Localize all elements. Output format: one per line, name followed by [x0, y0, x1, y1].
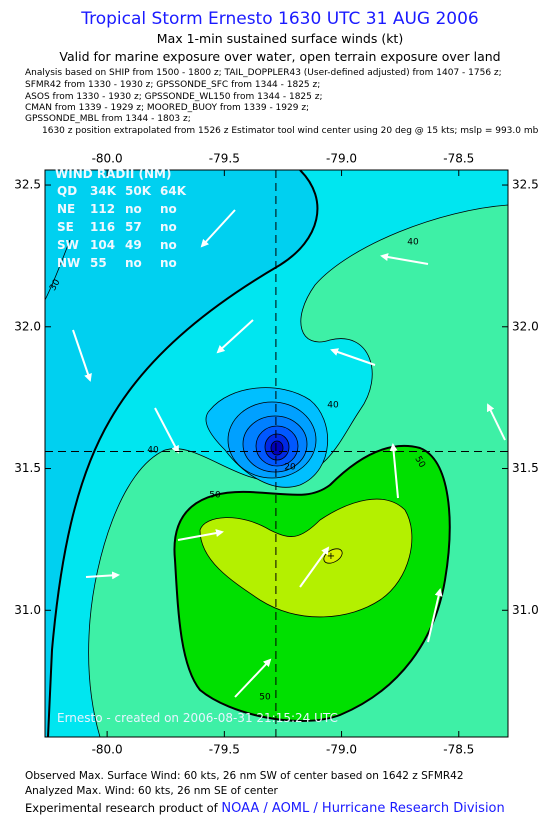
- field-above-55: [199, 498, 413, 618]
- subtitle: Max 1-min sustained surface winds (kt): [157, 31, 403, 46]
- radii-cell: 50K: [125, 184, 152, 198]
- validity: Valid for marine exposure over water, op…: [59, 49, 500, 64]
- radii-cell: 34K: [90, 184, 117, 198]
- y-tick-label: 32.5: [14, 178, 41, 192]
- y-tick-label: 31.0: [512, 603, 539, 617]
- radii-cell: 64K: [160, 184, 187, 198]
- contour-level: [270, 440, 284, 456]
- radii-cell: NE: [57, 202, 75, 216]
- axes: -80.0 -80.0 -79.5 -79.5 -79.0 -79.0 -78.5 -78.5…: [14, 152, 538, 757]
- analysis-line: SFMR42 from 1330 - 1930 z; GPSSONDE_SFC …: [25, 80, 320, 90]
- radii-cell: SW: [57, 238, 79, 252]
- x-tick-label: -79.0: [326, 743, 357, 757]
- field-below-30: [45, 170, 318, 737]
- watermark: Ernesto - created on 2006-08-31 21:15:24…: [57, 711, 338, 725]
- map: 30 40 40 40 50 50 50 20 + Ernesto - crea…: [45, 170, 508, 737]
- center-low: [205, 387, 329, 488]
- contour-label: 40: [147, 446, 159, 456]
- wind-arrow: [234, 658, 272, 698]
- radii-title: WIND RADII (NM): [55, 167, 171, 181]
- radii-cell: 116: [90, 220, 115, 234]
- radii-cell: 112: [90, 202, 115, 216]
- contour-label: 20: [284, 463, 296, 473]
- radii-cell: SE: [57, 220, 74, 234]
- wind-arrow: [427, 588, 443, 643]
- radii-cell: 55: [90, 256, 107, 270]
- wind-arrow: [72, 329, 92, 382]
- analysis-line: ASOS from 1330 - 1930 z; GPSSONDE_WL150 …: [25, 92, 323, 102]
- wind-vectors: [72, 209, 506, 698]
- analysis-line: 1630 z position extrapolated from 1526 z…: [42, 126, 539, 136]
- wind-arrow: [177, 529, 224, 541]
- wind-arrow: [85, 571, 120, 580]
- radii-cell: no: [125, 202, 142, 216]
- contour-30: [45, 239, 71, 301]
- analysis-line: GPSSONDE_MBL from 1344 - 1803 z;: [25, 114, 191, 124]
- x-tick-label: -79.5: [209, 743, 240, 757]
- wind-arrow: [389, 443, 399, 499]
- radii-cell: no: [160, 202, 177, 216]
- crosshair: [45, 170, 508, 737]
- x-tick-label: -79.0: [326, 152, 357, 166]
- wind-arrow: [216, 319, 254, 354]
- radii-cell: no: [160, 238, 177, 252]
- contour-label: 50: [259, 693, 271, 703]
- plot-frame: [44, 169, 509, 738]
- wind-arrow: [330, 348, 376, 366]
- analysis-line: CMAN from 1339 - 1929 z; MOORED_BUOY fro…: [25, 103, 309, 113]
- wind-arrow: [154, 407, 179, 454]
- wind-arrow: [200, 209, 236, 248]
- contour-34: [47, 170, 319, 737]
- wind-radii: WIND RADII (NM) QD 34K 50K 64K NE 112 no no SE 116…: [55, 167, 187, 270]
- contour-label: 40: [407, 238, 419, 248]
- observed-max: Observed Max. Surface Wind: 60 kts, 26 n…: [25, 770, 464, 782]
- wind-arrow: [380, 253, 429, 265]
- credit: Experimental research product of NOAA / …: [25, 801, 505, 815]
- radii-cell: 104: [90, 238, 115, 252]
- radii-cell: no: [160, 256, 177, 270]
- y-tick-label: 31.5: [512, 461, 539, 475]
- radii-cell: no: [125, 256, 142, 270]
- radii-cell: 49: [125, 238, 142, 252]
- organization: NOAA / AOML / Hurricane Research Divisio…: [221, 801, 504, 815]
- wind-arrow: [487, 403, 506, 441]
- radii-cell: NW: [57, 256, 80, 270]
- title: Tropical Storm Ernesto 1630 UTC 31 AUG 2…: [80, 9, 479, 29]
- contour-label: 50: [209, 491, 221, 501]
- y-tick-label: 32.0: [14, 319, 41, 333]
- x-tick-label: -80.0: [92, 743, 123, 757]
- y-tick-label: 31.5: [14, 461, 41, 475]
- y-tick-label: 31.0: [14, 603, 41, 617]
- credit-text: Experimental research product of: [25, 801, 221, 815]
- wind-arrow: [299, 546, 330, 588]
- max-wind-marker: +: [327, 551, 335, 562]
- radii-cell: 57: [125, 220, 142, 234]
- radii-cell: QD: [57, 184, 77, 198]
- x-tick-label: -80.0: [92, 152, 123, 166]
- contour-label: 40: [327, 401, 339, 411]
- x-tick-label: -79.5: [209, 152, 240, 166]
- y-tick-label: 32.5: [512, 178, 539, 192]
- radii-cell: no: [160, 220, 177, 234]
- analyzed-max: Analyzed Max. Wind: 60 kts, 26 nm SE of …: [25, 785, 279, 797]
- x-tick-label: -78.5: [443, 152, 474, 166]
- analysis-lines: Analysis based on SHIP from 1500 - 1800 …: [25, 68, 539, 136]
- y-tick-label: 32.0: [512, 319, 539, 333]
- analysis-line: Analysis based on SHIP from 1500 - 1800 …: [25, 68, 502, 78]
- x-tick-label: -78.5: [443, 743, 474, 757]
